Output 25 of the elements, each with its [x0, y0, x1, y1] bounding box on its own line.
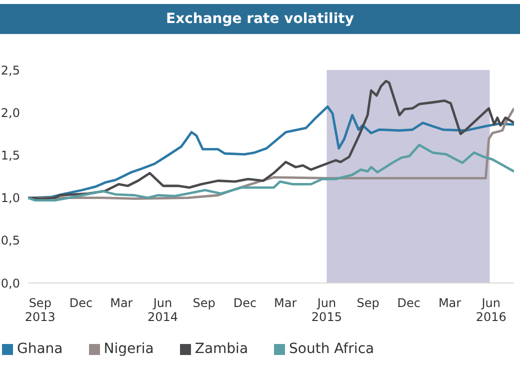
x-tick-label: Sep: [356, 296, 380, 310]
y-tick-label: 2,0: [0, 106, 20, 120]
x-tick-label: Mar: [274, 296, 297, 310]
legend-label: Ghana: [17, 341, 63, 357]
y-tick-label: 0,0: [0, 276, 20, 290]
line-series: [28, 80, 514, 200]
y-tick-label: 2,5: [0, 63, 20, 78]
x-tick-label: Dec: [69, 296, 93, 310]
y-tick-label: 1,0: [0, 191, 20, 206]
y-tick-label: 1,5: [0, 148, 20, 162]
x-tick-label: Mar: [110, 296, 133, 310]
x-tick-label: Mar: [438, 296, 462, 310]
chart-title: Exchange rate volatility: [0, 4, 520, 34]
y-tick-label: 0,5: [0, 234, 20, 248]
x-tick-label: Sep 2013: [24, 296, 56, 324]
legend-label: Zambia: [194, 341, 248, 357]
legend-label: South Africa: [289, 341, 374, 357]
x-tick-label: Jun 2015: [311, 296, 342, 324]
x-tick-label: Jun 2016: [476, 296, 506, 324]
x-tick-label: Dec: [233, 296, 257, 310]
x-tick-label: Dec: [397, 296, 421, 310]
x-tick-label: Jun 2014: [147, 296, 178, 324]
line-series: [28, 144, 514, 202]
x-tick-label: Sep: [192, 296, 216, 310]
legend-label: Nigeria: [104, 341, 154, 357]
